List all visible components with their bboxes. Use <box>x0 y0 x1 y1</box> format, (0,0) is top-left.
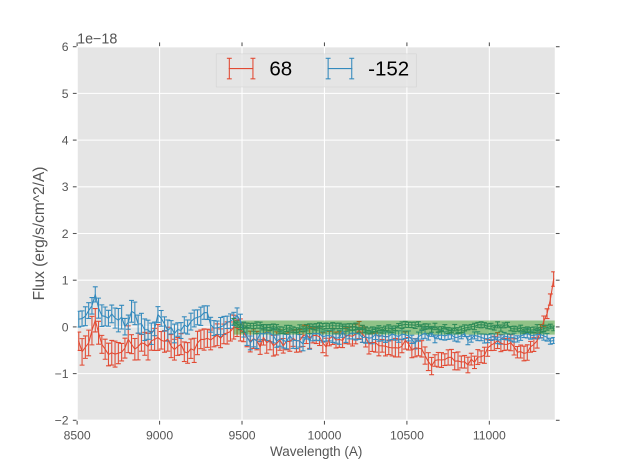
svg-text:11000: 11000 <box>473 428 506 442</box>
svg-text:10500: 10500 <box>390 428 424 442</box>
svg-text:4: 4 <box>62 134 69 148</box>
svg-text:3: 3 <box>62 180 69 194</box>
svg-text:0: 0 <box>62 320 69 334</box>
svg-text:6: 6 <box>62 40 69 54</box>
svg-text:10000: 10000 <box>308 428 342 442</box>
svg-text:68: 68 <box>269 58 292 81</box>
svg-text:2: 2 <box>62 227 69 241</box>
svg-text:9500: 9500 <box>228 428 255 442</box>
svg-text:Wavelength (A): Wavelength (A) <box>270 444 362 459</box>
svg-text:9000: 9000 <box>146 428 173 442</box>
svg-text:−1: −1 <box>55 367 69 381</box>
svg-text:5: 5 <box>62 87 69 101</box>
svg-text:Flux (erg/s/cm^2/A): Flux (erg/s/cm^2/A) <box>31 167 48 301</box>
svg-text:−2: −2 <box>55 414 69 428</box>
svg-text:8500: 8500 <box>64 428 91 442</box>
svg-text:1: 1 <box>62 274 69 288</box>
svg-text:-152: -152 <box>368 58 409 81</box>
svg-text:1e−18: 1e−18 <box>77 31 117 47</box>
